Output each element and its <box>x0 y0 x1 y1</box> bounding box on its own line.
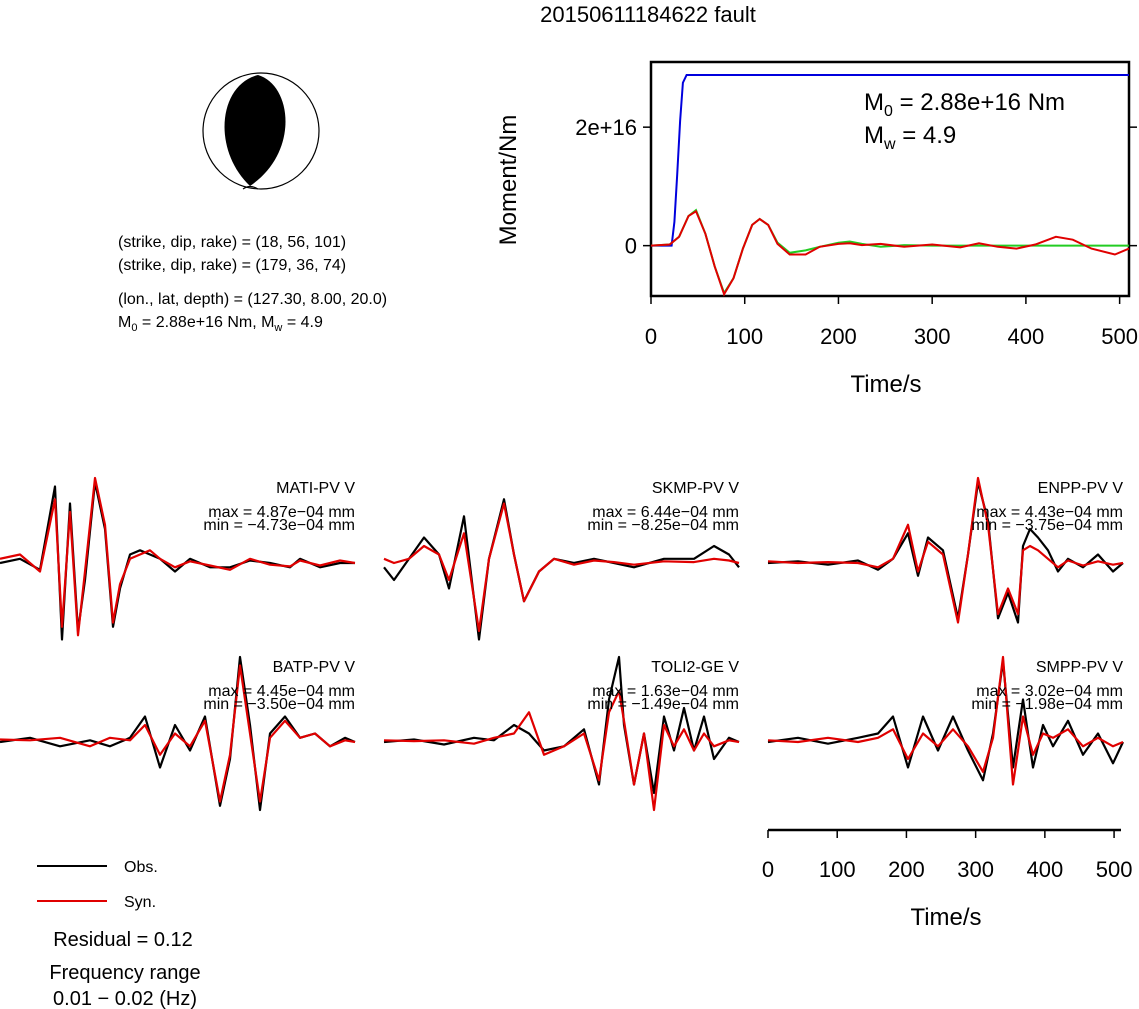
moment-ytick-label: 2e+16 <box>575 115 637 140</box>
time-axis-tick-label: 200 <box>888 857 925 882</box>
residual-text: Residual = 0.12 <box>53 929 193 951</box>
station-label: TOLI2-GE V <box>651 659 739 676</box>
beachball-compression-quadrant <box>224 75 286 186</box>
time-axis-tick-label: 500 <box>1096 857 1133 882</box>
moment-rate-red-line <box>650 209 1130 297</box>
moment-xtick-label: 400 <box>1008 324 1045 349</box>
station-max-label: max = 4.45e−04 mm <box>208 683 355 700</box>
beachball-nodal-line <box>242 185 259 190</box>
synthetic-waveform <box>767 476 1124 624</box>
time-axis-tick-label: 0 <box>762 857 774 882</box>
station-max-label: max = 3.02e−04 mm <box>976 683 1123 700</box>
moment-ytick-label: 0 <box>625 234 637 259</box>
station-label: SKMP-PV V <box>652 480 739 497</box>
moment-xtick-label: 0 <box>645 324 657 349</box>
legend-syn-label: Syn. <box>124 894 156 911</box>
observed-waveform <box>383 655 740 795</box>
station-label: BATP-PV V <box>273 659 356 676</box>
synthetic-waveform <box>0 476 356 637</box>
synthetic-waveform <box>767 655 1124 786</box>
station-min-label: min = −4.73e−04 mm <box>203 517 355 534</box>
observed-waveform <box>767 660 1124 782</box>
observed-waveform <box>0 655 356 812</box>
moment-axes: 0 2e+16 0 100 200 300 400 500 <box>575 115 1138 349</box>
station-min-label: min = −3.50e−04 mm <box>203 696 355 713</box>
moment-panel: 02e+160 100 200 300 400 500 M0 = 2.88e+16 Nm … <box>495 60 1138 398</box>
moment-rate-green-line <box>650 208 1129 296</box>
moment-xtick-label: 200 <box>820 324 857 349</box>
moment-xtick-label: 300 <box>914 324 951 349</box>
station-label: SMPP-PV V <box>1036 659 1123 676</box>
focal-mechanism-beachball <box>202 72 320 190</box>
moment-ylabel: Moment/Nm <box>495 115 522 246</box>
mech-line-4: M0 = 2.88e+16 Nm, Mw = 4.9 <box>118 314 323 334</box>
synthetic-waveform <box>383 502 740 633</box>
moment-plot-frame <box>649 60 1131 298</box>
station-max-label: max = 4.87e−04 mm <box>208 504 355 521</box>
station-min-label: min = −1.49e−04 mm <box>587 696 739 713</box>
synthetic-waveform <box>383 689 740 812</box>
mech-line-3: (lon., lat, depth) = (127.30, 8.00, 20.0… <box>118 291 387 308</box>
figure-title: 20150611184622 fault <box>540 2 756 27</box>
moment-annotation-m0: M0 = 2.88e+16 Nm <box>864 89 1065 120</box>
station-min-label: min = −3.75e−04 mm <box>971 517 1123 534</box>
time-axis-tick-label: 100 <box>819 857 856 882</box>
synthetic-waveform <box>0 664 356 803</box>
mech-line-1: (strike, dip, rake) = (18, 56, 101) <box>118 234 346 251</box>
station-label: ENPP-PV V <box>1038 480 1124 497</box>
station-min-label: min = −1.98e−04 mm <box>971 696 1123 713</box>
station-max-label: max = 1.63e−04 mm <box>592 683 739 700</box>
mechanism-text: (strike, dip, rake) = (18, 56, 101) (str… <box>118 234 387 334</box>
time-axis-tick-label: 400 <box>1027 857 1064 882</box>
moment-xtick-label: 500 <box>1101 324 1138 349</box>
time-scale-axis: Time/s 0 100 200 300 400 500 <box>762 828 1133 931</box>
legend-obs-label: Obs. <box>124 859 158 876</box>
frequency-range-title: Frequency range <box>49 962 200 984</box>
legend: Obs. Syn. Residual = 0.12 Frequency rang… <box>37 859 201 1009</box>
moment-lines <box>650 74 1130 297</box>
moment-xtick-label: 100 <box>726 324 763 349</box>
time-axis-xlabel: Time/s <box>910 904 981 931</box>
mech-line-2: (strike, dip, rake) = (179, 36, 74) <box>118 257 346 274</box>
moment-annotation-mw: Mw = 4.9 <box>864 122 956 153</box>
station-label: MATI-PV V <box>276 480 355 497</box>
frequency-range-value: 0.01 − 0.02 (Hz) <box>53 988 197 1009</box>
station-min-label: min = −8.25e−04 mm <box>587 517 739 534</box>
station-max-label: max = 6.44e−04 mm <box>592 504 739 521</box>
time-axis-tick-label: 300 <box>957 857 994 882</box>
moment-xlabel: Time/s <box>850 371 921 398</box>
station-max-label: max = 4.43e−04 mm <box>976 504 1123 521</box>
